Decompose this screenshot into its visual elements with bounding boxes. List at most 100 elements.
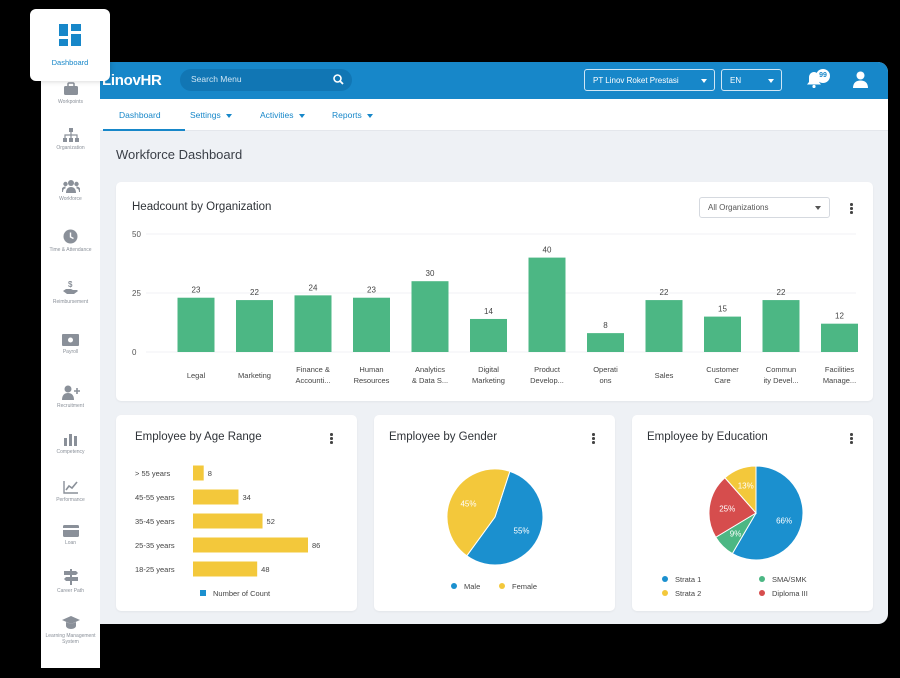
x-tick-label: Customer: [706, 365, 739, 374]
tab-settings[interactable]: Settings: [190, 110, 232, 120]
bar: [193, 561, 258, 577]
data-label: 34: [242, 493, 250, 502]
x-tick-label: Resources: [354, 376, 390, 385]
legend-label: Number of Count: [213, 589, 271, 598]
x-tick-label: Facilities: [825, 365, 854, 374]
legend-label: Diploma III: [772, 589, 808, 598]
language-select[interactable]: EN: [721, 69, 782, 91]
x-tick-label: Marketing: [238, 371, 271, 380]
x-tick-label: Operati: [593, 365, 618, 374]
sidebar-item-recruitment[interactable]: Recruitment: [41, 385, 100, 409]
sidebar-item-time-attendance[interactable]: Time & Attendance: [41, 229, 100, 253]
education-pie-chart: 66% 9% 25% 13% Strata 1 SMA/SMK Diploma III Str…: [662, 465, 808, 598]
signpost-icon: [63, 569, 78, 585]
sidebar-item-performance[interactable]: Performance: [41, 480, 100, 503]
x-tick-label: Sales: [655, 371, 674, 380]
sidebar-label: Payroll: [62, 349, 79, 355]
search-icon: [333, 74, 344, 85]
pie-slice: [466, 470, 544, 566]
organization-filter-select[interactable]: All Organizations: [699, 197, 830, 218]
bar: [353, 297, 390, 352]
legend-swatch: [451, 583, 457, 589]
age-card: Employee by Age Range > 55 years 8 45-55 y…: [116, 415, 357, 611]
sidebar-label: Recruitment: [57, 403, 84, 409]
x-tick-label: Human: [359, 365, 383, 374]
more-options-icon[interactable]: [850, 203, 853, 215]
y-tick-label: 18-25 years: [135, 565, 175, 574]
sidebar-item-competency[interactable]: Competency: [41, 432, 100, 455]
pie-slice: [708, 477, 757, 538]
chevron-down-icon: [815, 206, 821, 210]
search-input[interactable]: Search Menu: [180, 69, 352, 91]
sidebar-item-lms[interactable]: Learning Management System: [41, 616, 100, 645]
bar: [762, 300, 800, 352]
legend-label: Male: [464, 582, 480, 591]
search-placeholder: Search Menu: [191, 74, 242, 84]
tab-activities[interactable]: Activities: [260, 110, 305, 120]
active-tab-indicator: [103, 129, 185, 131]
y-tick-label: > 55 years: [135, 469, 170, 478]
x-tick-label: Legal: [187, 371, 206, 380]
sidebar-item-workpoints[interactable]: Workpoints: [41, 82, 100, 105]
slice-label: 9%: [730, 530, 742, 539]
sidebar-label: Workpoints: [58, 99, 83, 105]
chevron-down-icon: [225, 113, 232, 118]
sidebar-item-reimbursement[interactable]: $ Reimbursement: [41, 280, 100, 305]
bar: [294, 295, 332, 352]
more-options-icon[interactable]: [850, 433, 853, 445]
sidebar-label: Time & Attendance: [49, 247, 92, 253]
sidebar-label: Career Path: [57, 588, 84, 594]
data-label: 23: [367, 286, 376, 295]
user-icon[interactable]: [852, 71, 869, 88]
gender-title: Employee by Gender: [389, 431, 498, 443]
sidebar-item-loan[interactable]: Loan: [41, 525, 100, 546]
sidebar-item-career-path[interactable]: Career Path: [41, 569, 100, 594]
legend-label: Female: [512, 582, 537, 591]
x-tick-label: Marketing: [472, 376, 505, 385]
more-options-icon[interactable]: [592, 433, 595, 445]
y-tick-label: 0: [132, 348, 137, 357]
bar: [193, 489, 239, 505]
clock-icon: [63, 229, 78, 244]
top-bar: LinovHR Search Menu PT Linov Roket Prest…: [100, 62, 888, 99]
bar: [587, 333, 624, 352]
x-tick-label: Commun: [766, 365, 796, 374]
legend-swatch: [662, 590, 668, 596]
bar: [470, 318, 507, 352]
sidebar-item-workforce[interactable]: Workforce: [41, 179, 100, 202]
legend-label: Strata 1: [675, 575, 701, 584]
sidebar-item-organization[interactable]: Organization: [41, 128, 100, 151]
x-tick-label: Accounti...: [295, 376, 330, 385]
age-title: Employee by Age Range: [135, 431, 262, 443]
x-tick-label: Develop...: [530, 376, 564, 385]
slice-label: 66%: [776, 517, 792, 526]
x-tick-label: ity Devel...: [763, 376, 798, 385]
sidebar-label: Reimbursement: [52, 299, 89, 305]
headcount-card: Headcount by Organization All Organizati…: [116, 182, 873, 401]
y-tick-label: 25: [132, 289, 141, 298]
graduation-cap-icon: [61, 616, 80, 629]
company-select[interactable]: PT Linov Roket Prestasi: [584, 69, 715, 91]
slice-label: 55%: [514, 527, 530, 536]
data-label: 22: [660, 288, 669, 297]
gender-pie-chart: 55% 45% Male Female: [446, 468, 544, 591]
sidebar-item-dashboard[interactable]: Dashboard: [30, 9, 110, 81]
organization-filter-value: All Organizations: [708, 203, 769, 212]
y-tick-label: 35-45 years: [135, 517, 175, 526]
tab-dashboard[interactable]: Dashboard: [119, 110, 161, 120]
language-select-value: EN: [730, 76, 742, 85]
legend-swatch: [759, 590, 765, 596]
sidebar-item-payroll[interactable]: Payroll: [41, 334, 100, 355]
x-tick-label: & Data S...: [412, 376, 448, 385]
tab-reports[interactable]: Reports: [332, 110, 373, 120]
pie-slice: [724, 465, 757, 515]
hand-money-icon: $: [62, 280, 78, 294]
bar: [193, 513, 263, 529]
app-logo: LinovHR: [102, 72, 162, 89]
pie-slice: [731, 465, 804, 561]
x-tick-label: Digital: [478, 365, 499, 374]
more-options-icon[interactable]: [330, 433, 333, 445]
grid-icon: [59, 24, 81, 46]
slice-label: 13%: [738, 482, 754, 491]
page-title: Workforce Dashboard: [116, 147, 243, 162]
